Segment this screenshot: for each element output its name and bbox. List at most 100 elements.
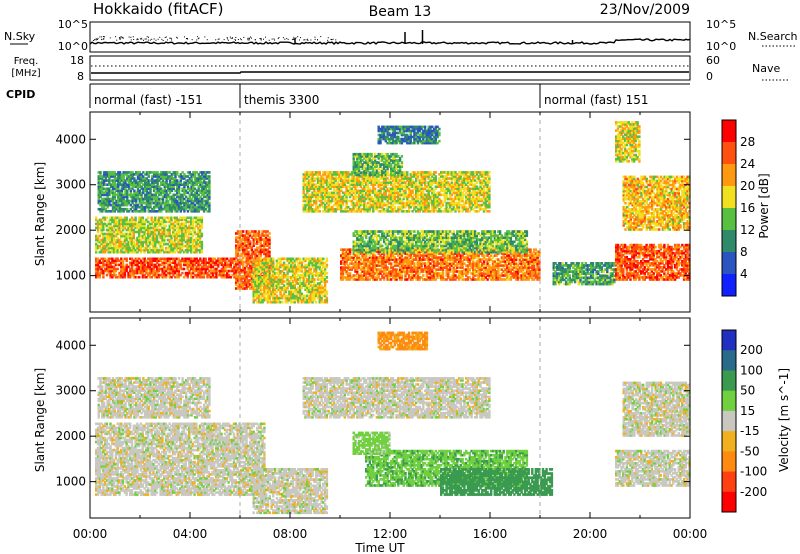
echo-cell <box>104 191 107 195</box>
echo-cell <box>343 256 346 259</box>
echo-cell <box>188 263 191 267</box>
echo-cell <box>118 226 121 230</box>
echo-cell <box>259 284 262 287</box>
echo-cell <box>112 224 116 228</box>
echo-cell <box>235 252 238 256</box>
echo-cell <box>252 250 255 254</box>
echo-cell <box>193 177 197 180</box>
echo-cell <box>140 187 143 191</box>
echo-cell <box>288 259 291 263</box>
echo-cell <box>150 267 153 271</box>
echo-cell <box>102 201 106 205</box>
echo-cell <box>215 275 218 279</box>
echo-cell <box>365 258 368 261</box>
echo-cell <box>188 197 191 201</box>
echo-cell <box>263 267 266 271</box>
echo-cell <box>109 267 112 271</box>
echo-cell <box>315 261 318 265</box>
echo-cell <box>284 276 287 279</box>
echo-cell <box>136 173 140 176</box>
echo-cell <box>395 262 398 265</box>
echo-cell <box>240 242 243 245</box>
echo-cell <box>215 267 218 271</box>
echo-cell <box>165 205 168 209</box>
echo-cell <box>368 256 371 259</box>
echo-cell <box>275 294 279 298</box>
echo-cell <box>193 199 197 203</box>
echo-cell <box>172 222 175 226</box>
echo-cell <box>206 177 209 180</box>
echo-cell <box>264 230 268 233</box>
echo-cell <box>177 250 180 254</box>
echo-cell <box>343 262 346 265</box>
echo-cell <box>249 240 252 243</box>
echo-cell <box>184 259 188 263</box>
echo-cell <box>118 195 122 199</box>
echo-cell <box>179 195 182 199</box>
echo-cell <box>265 278 268 281</box>
echo-cell <box>184 263 188 267</box>
echo-cell <box>177 191 181 195</box>
echo-cell <box>143 201 147 205</box>
echo-cell <box>238 268 241 272</box>
echo-cell <box>340 274 343 277</box>
echo-cell <box>192 205 195 209</box>
echo-cell <box>204 207 207 211</box>
echo-cell <box>192 210 195 213</box>
echo-cell <box>107 269 110 273</box>
echo-cell <box>154 230 157 234</box>
echo-cell <box>132 240 135 244</box>
echo-cell <box>149 197 152 201</box>
echo-cell <box>117 207 120 211</box>
echo-cell <box>304 294 307 298</box>
echo-cell <box>163 275 166 279</box>
echo-cell <box>161 183 165 186</box>
echo-cell <box>184 234 187 238</box>
echo-cell <box>135 207 138 211</box>
echo-cell <box>95 222 98 226</box>
echo-cell <box>129 220 132 224</box>
echo-cell <box>363 254 366 257</box>
echo-cell <box>201 199 204 203</box>
echo-cell <box>240 248 243 252</box>
echo-cell <box>222 275 225 279</box>
echo-cell <box>129 224 132 228</box>
echo-cell <box>114 269 118 273</box>
echo-cell <box>315 290 318 294</box>
echo-cell <box>229 275 232 279</box>
echo-cell <box>167 189 170 193</box>
noise-search-dot <box>115 36 117 38</box>
echo-cell <box>199 269 202 273</box>
echo-cell <box>160 197 163 201</box>
echo-cell <box>157 230 161 234</box>
echo-cell <box>186 248 189 252</box>
echo-cell <box>116 220 119 224</box>
echo-cell <box>183 185 186 188</box>
echo-cell <box>309 261 312 265</box>
echo-cell <box>181 259 184 263</box>
echo-cell <box>297 278 300 281</box>
echo-cell <box>121 234 125 238</box>
echo-cell <box>341 254 345 257</box>
echo-cell <box>204 183 207 186</box>
echo-cell <box>117 197 120 201</box>
echo-cell <box>172 171 175 174</box>
echo-cell <box>177 187 181 191</box>
echo-cell <box>129 257 132 261</box>
echo-cell <box>359 252 362 255</box>
echo-cell <box>199 179 202 182</box>
echo-cell <box>206 195 209 199</box>
echo-cell <box>186 197 190 201</box>
echo-cell <box>98 220 101 224</box>
echo-cell <box>120 240 123 244</box>
echo-cell <box>148 250 152 254</box>
echo-cell <box>104 263 107 267</box>
echo-cell <box>268 238 271 241</box>
echo-cell <box>149 195 152 199</box>
echo-cell <box>161 226 164 230</box>
echo-cell <box>184 228 187 232</box>
echo-cell <box>323 265 327 269</box>
echo-cell <box>279 265 282 269</box>
echo-cell <box>175 248 178 252</box>
echo-cell <box>98 244 101 248</box>
